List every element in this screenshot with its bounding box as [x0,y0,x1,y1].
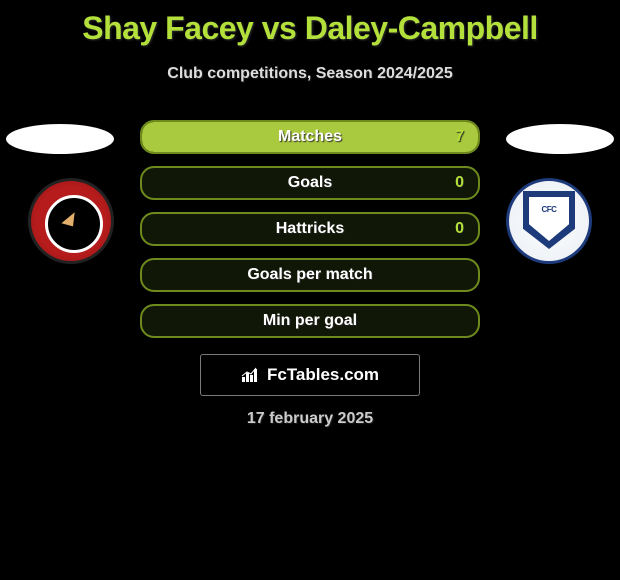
subtitle: Club competitions, Season 2024/2025 [0,65,620,83]
stat-value: 7 [455,122,464,152]
page-title: Shay Facey vs Daley-Campbell [0,0,620,47]
stat-label: Goals [142,168,478,198]
player-photo-right [506,124,614,154]
stat-label: Hattricks [142,214,478,244]
stat-row: Goals per match [140,258,480,292]
club-crest-right [506,178,592,264]
stat-label: Goals per match [142,260,478,290]
crest-right-shield-icon [523,191,575,249]
date-label: 17 february 2025 [0,410,620,428]
player-photo-left [6,124,114,154]
watermark-text: FcTables.com [267,365,379,385]
stat-value: 0 [455,168,464,198]
stat-row: Matches 7 [140,120,480,154]
stat-label: Min per goal [142,306,478,336]
stat-row: Goals 0 [140,166,480,200]
club-crest-left [28,178,114,264]
crest-left-bird-icon [61,210,76,227]
stats-container: Matches 7 Goals 0 Hattricks 0 Goals per … [140,120,480,350]
stat-row: Min per goal [140,304,480,338]
watermark: FcTables.com [200,354,420,396]
stat-value: 0 [455,214,464,244]
stat-row: Hattricks 0 [140,212,480,246]
bar-chart-icon [241,367,261,383]
stat-label: Matches [142,122,478,152]
